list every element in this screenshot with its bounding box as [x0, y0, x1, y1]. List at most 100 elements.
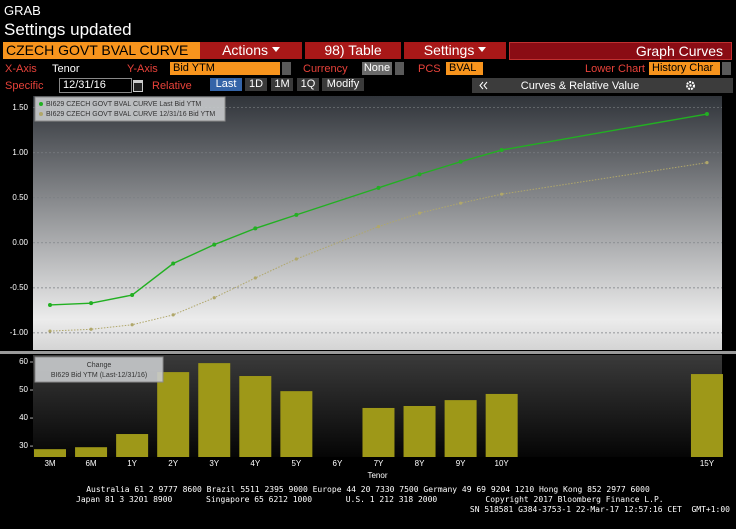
- bar: [485, 393, 518, 457]
- point: [459, 201, 463, 205]
- point: [458, 159, 463, 164]
- currency-label: Currency: [303, 63, 348, 75]
- point: [212, 242, 217, 247]
- point: [48, 329, 52, 333]
- dropdown[interactable]: [282, 62, 291, 75]
- date-field[interactable]: 12/31/16: [59, 78, 132, 93]
- point: [253, 276, 257, 280]
- label: Actions: [222, 42, 269, 58]
- point: [417, 211, 422, 215]
- settings-button[interactable]: Settings: [404, 42, 506, 59]
- y-axis-label: Y-Axis: [127, 63, 158, 75]
- y-tick-label: 0.00: [12, 238, 28, 247]
- x-tick-label: 6M: [85, 459, 96, 468]
- bar: [116, 434, 149, 457]
- divider: [0, 351, 736, 354]
- y-tick-label: 1.50: [12, 103, 28, 112]
- app-name: GRAB: [4, 3, 41, 18]
- point: [253, 226, 258, 231]
- actions-button[interactable]: Actions: [200, 42, 302, 59]
- pcs-field[interactable]: BVAL: [446, 62, 483, 75]
- bar: [280, 391, 313, 457]
- legend-label: BI629 CZECH GOVT BVAL CURVE 12/31/16 Bid…: [46, 111, 215, 118]
- x-tick-label: 7Y: [374, 459, 384, 468]
- arrow: [271, 47, 280, 56]
- point: [130, 323, 134, 327]
- point: [376, 185, 381, 190]
- panel-title: Curves & Relative Value: [520, 80, 640, 92]
- legend-marker: [39, 102, 43, 106]
- x-tick-label: 1Y: [127, 459, 137, 468]
- range-button[interactable]: 1Q: [297, 78, 319, 91]
- legend-label: BI629 CZECH GOVT BVAL CURVE Last Bid YTM: [46, 101, 201, 108]
- x-tick-label: 8Y: [415, 459, 425, 468]
- footer-line: Japan 81 3 3201 8900 Singapore 65 6212 1…: [76, 495, 664, 504]
- upper-plot: [33, 96, 722, 350]
- x-axis-title: Tenor: [367, 471, 387, 480]
- legend-label: BI629 Bid YTM (Last-12/31/16): [51, 372, 147, 379]
- x-tick-label: 3M: [44, 459, 55, 468]
- y-tick-label: -1.00: [10, 328, 29, 337]
- security-field[interactable]: CZECH GOVT BVAL CURVE: [3, 42, 200, 59]
- lower-chart-label: Lower Chart: [585, 63, 645, 75]
- legend-box: [34, 96, 226, 122]
- legend-title: Change: [87, 362, 112, 369]
- session-info: SN 518581 G384-3753-1 22-Mar-17 12:57:16…: [469, 505, 730, 514]
- point: [294, 212, 299, 217]
- x-tick-label: 2Y: [168, 459, 178, 468]
- point: [48, 302, 52, 307]
- y-axis-field[interactable]: Bid YTM: [170, 62, 280, 75]
- label: Settings: [423, 42, 475, 58]
- point: [704, 112, 709, 117]
- bar: [34, 449, 66, 457]
- range-button[interactable]: 1M: [271, 78, 293, 91]
- point: [294, 257, 298, 261]
- x-axis-label: X-Axis: [5, 63, 37, 75]
- status: Settings updated: [4, 20, 132, 39]
- graph-curves-button[interactable]: Graph Curves: [509, 42, 732, 60]
- point: [499, 148, 504, 153]
- bar: [157, 372, 190, 457]
- point: [130, 293, 135, 298]
- range-button[interactable]: 1D: [245, 78, 267, 91]
- x-tick-label: 5Y: [291, 459, 301, 468]
- bar: [444, 400, 477, 457]
- y-tick-label: 1.00: [12, 148, 28, 157]
- point: [500, 192, 504, 196]
- gear-icon[interactable]: [685, 80, 696, 91]
- legend-marker: [39, 112, 43, 116]
- bar: [239, 376, 272, 457]
- range-button[interactable]: Modify: [322, 78, 364, 91]
- bar: [75, 447, 108, 457]
- x-axis-value: Tenor: [52, 63, 80, 75]
- point: [89, 301, 94, 306]
- currency-field[interactable]: None: [362, 62, 392, 75]
- dropdown[interactable]: [395, 62, 404, 75]
- x-tick-label: 15Y: [700, 459, 715, 468]
- point: [89, 327, 93, 331]
- point: [212, 296, 216, 300]
- curve: [49, 162, 708, 332]
- specific-label: Specific: [5, 80, 44, 92]
- point: [417, 172, 422, 177]
- relative-label: Relative: [152, 80, 192, 92]
- x-tick-label: 10Y: [495, 459, 510, 468]
- point: [376, 225, 381, 229]
- bar: [403, 406, 436, 457]
- collapse-icon[interactable]: [479, 81, 489, 90]
- y-tick-label: 50: [19, 385, 28, 394]
- y-tick-label: -0.50: [10, 283, 29, 292]
- y-tick-label: 30: [19, 441, 28, 450]
- footer-line: Australia 61 2 9777 8600 Brazil 5511 239…: [86, 485, 650, 494]
- arrow: [478, 47, 487, 56]
- range-button[interactable]: Last: [210, 78, 242, 91]
- legend-box: [34, 356, 164, 383]
- pcs-label: PCS: [418, 63, 441, 75]
- dropdown[interactable]: [722, 62, 731, 75]
- lower-chart-field[interactable]: History Char: [649, 62, 720, 75]
- calendar-icon[interactable]: [133, 80, 143, 92]
- bar: [198, 363, 231, 457]
- x-tick-label: 9Y: [456, 459, 466, 468]
- table-button[interactable]: 98) Table: [305, 42, 401, 59]
